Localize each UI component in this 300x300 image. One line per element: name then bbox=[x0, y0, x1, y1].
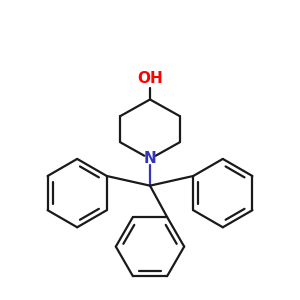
Text: OH: OH bbox=[137, 71, 163, 86]
Text: N: N bbox=[144, 151, 156, 166]
